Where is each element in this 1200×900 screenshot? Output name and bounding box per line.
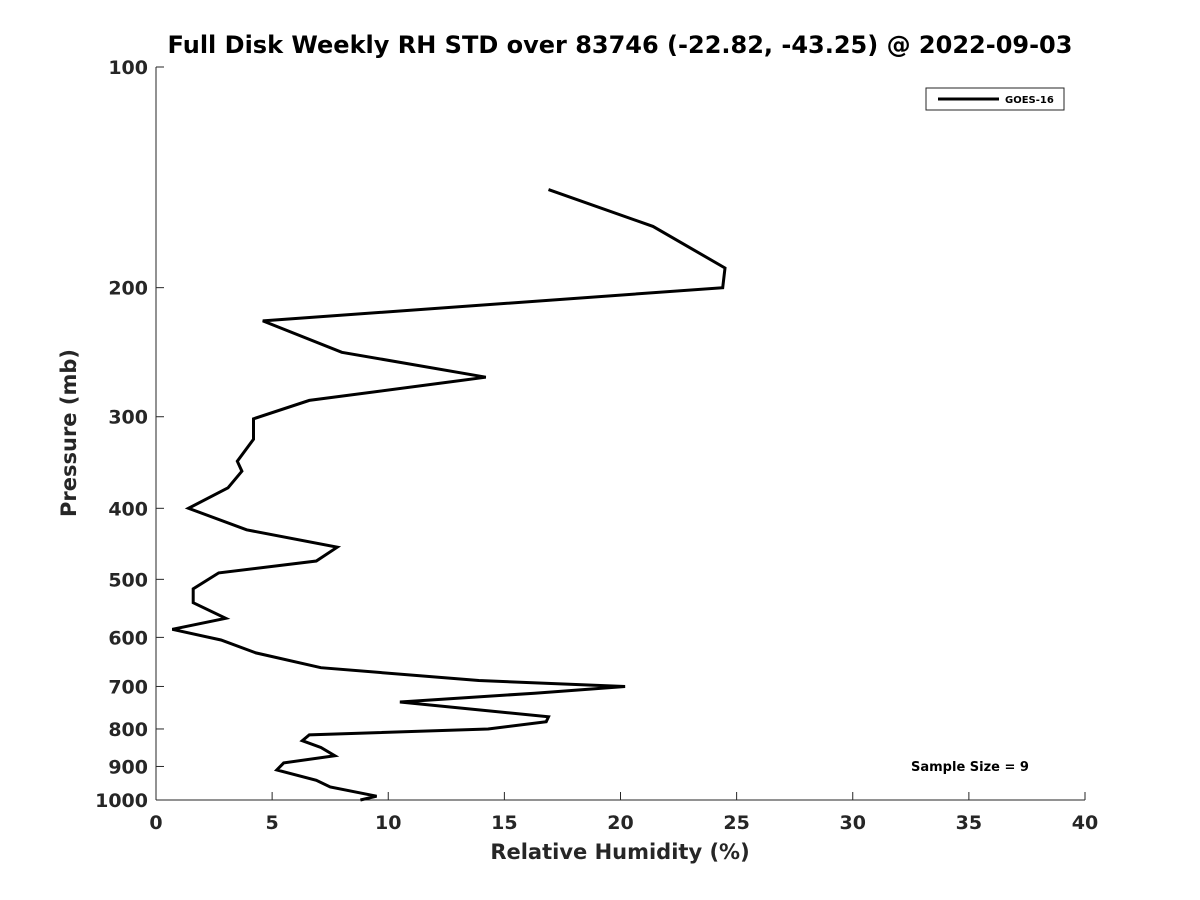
- y-tick-label: 500: [108, 569, 148, 591]
- series-layer: [171, 188, 727, 802]
- x-tick-label: 25: [723, 812, 749, 834]
- x-tick-label: 35: [956, 812, 982, 834]
- y-ticks: 100 200 300 400 500 600 700 800 900 1000: [95, 57, 164, 812]
- y-tick-label: 100: [108, 57, 148, 79]
- legend-label-goes-16: GOES-16: [1005, 95, 1054, 106]
- y-tick-label: 700: [108, 676, 148, 698]
- y-tick-label: 900: [108, 756, 148, 778]
- legend: GOES-16: [925, 87, 1065, 111]
- x-tick-label: 40: [1072, 812, 1098, 834]
- y-tick-label: 200: [108, 278, 148, 300]
- x-tick-label: 5: [266, 812, 279, 834]
- chart-title: Full Disk Weekly RH STD over 83746 (-22.…: [168, 31, 1073, 59]
- plot-area: 0 5 10 15 20 25 30 35 40 100 200 300 400 500 600 700 80…: [95, 57, 1098, 834]
- y-tick-label: 300: [108, 407, 148, 429]
- x-tick-label: 20: [607, 812, 633, 834]
- sample-size-annotation: Sample Size = 9: [911, 760, 1029, 775]
- series-line-goes-16: [171, 188, 727, 802]
- y-tick-label: 400: [108, 498, 148, 520]
- x-tick-label: 0: [149, 812, 162, 834]
- y-tick-label: 800: [108, 719, 148, 741]
- y-tick-label: 600: [108, 627, 148, 649]
- x-axis-label: Relative Humidity (%): [490, 840, 749, 864]
- y-axis-label: Pressure (mb): [57, 349, 81, 517]
- x-tick-label: 15: [491, 812, 517, 834]
- x-ticks: 0 5 10 15 20 25 30 35 40: [149, 792, 1098, 834]
- y-tick-label: 1000: [95, 790, 148, 812]
- x-tick-label: 10: [375, 812, 401, 834]
- x-tick-label: 30: [840, 812, 866, 834]
